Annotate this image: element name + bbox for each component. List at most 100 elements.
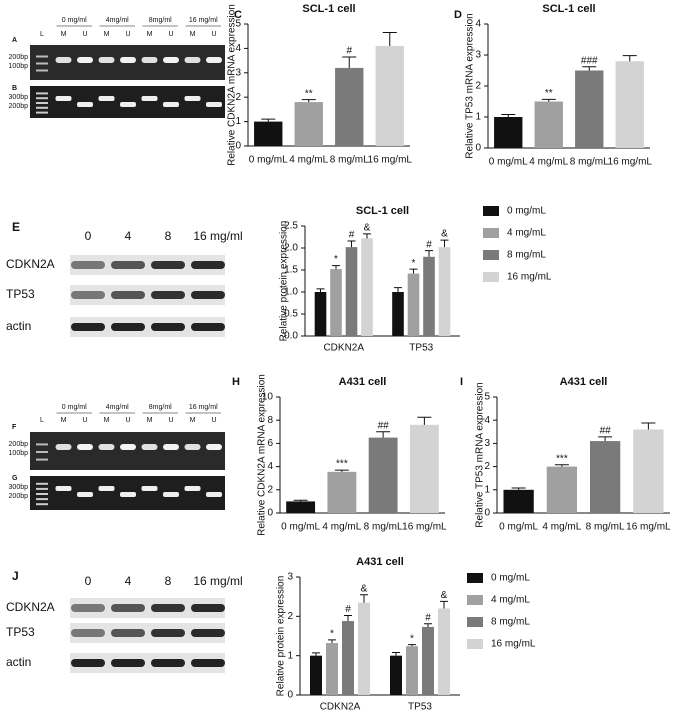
- x-tick-label: 16 mg/mL: [368, 155, 413, 166]
- protein-label: CDKN2A: [6, 600, 55, 614]
- gel-band: [120, 102, 136, 107]
- y-tick-label: 1: [287, 650, 293, 661]
- bar: [392, 292, 404, 336]
- annotation: &: [441, 229, 448, 240]
- gel-band: [184, 96, 201, 101]
- gel-band: [206, 492, 222, 497]
- annotation: ***: [336, 459, 348, 470]
- legend-swatch: [467, 617, 483, 627]
- y-axis-label: Relative TP53 mRNA expression: [475, 382, 486, 527]
- gel-band: [77, 57, 93, 63]
- gel-band: [141, 486, 158, 491]
- error-bar: [392, 652, 400, 656]
- lane-label: U: [211, 31, 216, 38]
- bar: [575, 70, 604, 148]
- legend-label: 0 mg/mL: [507, 206, 546, 217]
- ladder-band: [36, 458, 48, 461]
- gel-band: [98, 57, 115, 63]
- x-tick-label: 16 mg/mL: [626, 522, 671, 533]
- error-bar: [332, 265, 340, 270]
- lane-label: M: [147, 31, 153, 38]
- blot-strip: [70, 653, 225, 673]
- y-tick-label: 4: [475, 19, 481, 30]
- x-tick-label: 16 mg/mL: [608, 157, 653, 168]
- lane-label: M: [61, 31, 67, 38]
- marker-label: 200bp: [9, 54, 29, 61]
- ladder-band: [36, 55, 48, 58]
- lane-label: M: [104, 31, 110, 38]
- gel-panel: F G L M U M U M U M U 0 mg/ml 4mg/ml 8mg/ml 16 mg/ml 20…: [9, 404, 225, 510]
- bar: [422, 626, 434, 695]
- panel-label: B: [12, 85, 17, 92]
- blot-strip: [70, 317, 225, 337]
- error-bar: [440, 239, 449, 248]
- annotation: ***: [556, 453, 568, 464]
- error-bar: [334, 469, 349, 472]
- dose-label: 8: [165, 574, 172, 588]
- legend-label: 4 mg/mL: [491, 595, 530, 606]
- lane-label: U: [82, 417, 87, 424]
- lane-label: M: [190, 31, 196, 38]
- y-tick-label: 1.0: [284, 287, 298, 298]
- legend-label: 16 mg/mL: [507, 272, 552, 283]
- protein-label: CDKN2A: [6, 257, 55, 271]
- blot-band: [191, 291, 225, 299]
- legend-swatch: [467, 595, 483, 605]
- gel-band: [184, 444, 201, 450]
- bar: [438, 247, 451, 336]
- y-tick-label: 3: [235, 67, 241, 78]
- x-tick-label: 8 mg/mL: [570, 157, 609, 168]
- marker-label: 100bp: [9, 63, 29, 70]
- error-bar: [408, 644, 416, 647]
- gel-band: [184, 486, 201, 491]
- blot-panel: J 0 4 8 16 mg/ml CDKN2A TP53 actin: [6, 569, 243, 673]
- y-tick-label: 2: [475, 81, 481, 92]
- gel-band: [163, 492, 179, 497]
- panel-label: H: [232, 376, 240, 388]
- panel-label: J: [12, 569, 19, 583]
- annotation: *: [330, 629, 334, 640]
- gel-band: [206, 102, 222, 107]
- blot-band: [71, 323, 105, 331]
- gel-band: [98, 96, 115, 101]
- annotation: #: [425, 612, 431, 623]
- blot-band: [71, 629, 105, 637]
- ladder-band: [36, 111, 48, 114]
- gel-band: [77, 444, 93, 450]
- annotation: ##: [378, 420, 390, 431]
- bar: [390, 655, 402, 695]
- legend-label: 0 mg/mL: [491, 573, 530, 584]
- gel-band: [55, 57, 72, 63]
- y-tick-label: 10: [262, 392, 274, 403]
- y-tick-label: 2: [287, 611, 293, 622]
- ladder-band: [36, 493, 48, 495]
- y-tick-label: 5: [484, 392, 490, 403]
- y-tick-label: 2: [235, 92, 241, 103]
- x-tick-label: CDKN2A: [320, 702, 361, 713]
- annotation: #: [349, 230, 355, 241]
- y-axis-label: Relative CDKN2A mRNA expression: [227, 4, 238, 166]
- gel-band: [141, 96, 158, 101]
- protein-label: TP53: [6, 287, 35, 301]
- blot-band: [191, 604, 225, 612]
- dose-label: 0: [85, 229, 92, 243]
- x-tick-label: TP53: [408, 702, 432, 713]
- blot-panel: E 0 4 8 16 mg/ml CDKN2A TP53 actin: [6, 220, 243, 337]
- lane-label: U: [125, 31, 130, 38]
- bar: [368, 437, 398, 513]
- y-tick-label: 1: [235, 116, 241, 127]
- protein-label: TP53: [6, 625, 35, 639]
- x-tick-label: 0 mg/mL: [281, 522, 320, 533]
- blot-band: [191, 323, 225, 331]
- x-tick-label: 0 mg/mL: [249, 155, 288, 166]
- lane-label: U: [125, 417, 130, 424]
- marker-label: 300bp: [9, 94, 29, 101]
- y-tick-label: 2: [484, 461, 490, 472]
- error-bar: [417, 416, 432, 425]
- dose-label: 8: [165, 229, 172, 243]
- concentration-label: 16 mg/ml: [189, 404, 218, 411]
- gel-panel: A B L M U M U M U M U 0 mg/ml 4mg/ml 8mg/ml 16 mg/ml 20…: [9, 17, 225, 118]
- error-bar: [347, 240, 356, 248]
- ladder-band: [36, 487, 48, 490]
- gel-band: [141, 444, 158, 450]
